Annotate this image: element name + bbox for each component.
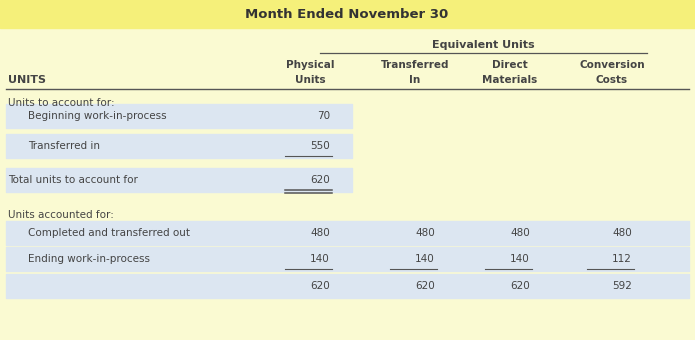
Bar [6, 274, 689, 298]
Text: Direct: Direct [492, 60, 528, 70]
Text: Ending work-in-process: Ending work-in-process [28, 254, 150, 264]
Text: UNITS: UNITS [8, 75, 46, 85]
Bar [6, 168, 352, 192]
Text: Materials: Materials [482, 75, 538, 85]
Text: 592: 592 [612, 281, 632, 291]
Text: Total units to account for: Total units to account for [8, 175, 138, 185]
Text: 480: 480 [612, 228, 632, 238]
Text: In: In [409, 75, 420, 85]
Text: Units to account for:: Units to account for: [8, 98, 115, 108]
Text: Transferred in: Transferred in [28, 141, 100, 151]
Text: Units accounted for:: Units accounted for: [8, 210, 114, 220]
Text: 620: 620 [415, 281, 435, 291]
Text: 480: 480 [510, 228, 530, 238]
Text: Transferred: Transferred [381, 60, 449, 70]
Text: Units: Units [295, 75, 325, 85]
Bar [6, 221, 689, 245]
Text: Month Ended November 30: Month Ended November 30 [245, 7, 449, 20]
Text: 620: 620 [510, 281, 530, 291]
Bar [6, 247, 689, 271]
Text: Beginning work-in-process: Beginning work-in-process [28, 111, 167, 121]
Text: 140: 140 [310, 254, 330, 264]
Bar [0, 0, 695, 28]
Bar [6, 104, 352, 128]
Text: Completed and transferred out: Completed and transferred out [28, 228, 190, 238]
Text: 620: 620 [310, 281, 330, 291]
Text: Physical: Physical [286, 60, 334, 70]
Text: 480: 480 [310, 228, 330, 238]
Text: 550: 550 [310, 141, 330, 151]
Text: 140: 140 [510, 254, 530, 264]
Text: 480: 480 [415, 228, 435, 238]
Text: 140: 140 [415, 254, 435, 264]
Text: Conversion: Conversion [579, 60, 645, 70]
Text: 70: 70 [317, 111, 330, 121]
Text: 620: 620 [310, 175, 330, 185]
Text: 112: 112 [612, 254, 632, 264]
Bar [6, 134, 352, 158]
Text: Equivalent Units: Equivalent Units [432, 40, 535, 50]
Text: Costs: Costs [596, 75, 628, 85]
